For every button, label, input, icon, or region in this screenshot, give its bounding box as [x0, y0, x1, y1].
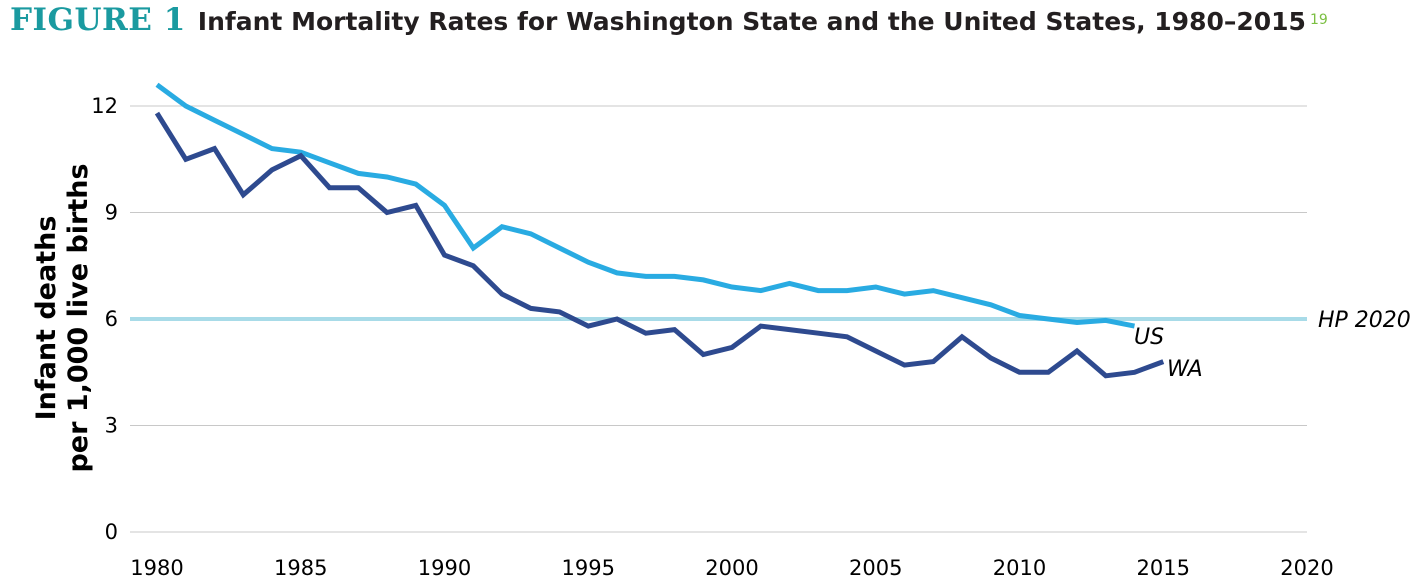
y-tick-label: 0: [105, 520, 118, 544]
series-line-us: [155, 82, 1135, 329]
y-tick-label: 9: [105, 201, 118, 225]
y-tick-label: 3: [105, 414, 118, 438]
y-tick-label: 6: [105, 307, 118, 331]
figure-header: FIGURE 1 Infant Mortality Rates for Washi…: [10, 2, 1328, 46]
series-label-wa: WA: [1167, 357, 1203, 382]
series-line-wa: [154, 111, 1165, 379]
x-tick-label: 2020: [1280, 556, 1333, 580]
y-tick-label: 12: [91, 94, 118, 118]
x-tick-label: 2005: [849, 556, 902, 580]
x-tick-label: 2010: [993, 556, 1046, 580]
series-label-us: US: [1134, 325, 1164, 350]
x-tick-label: 2015: [1137, 556, 1190, 580]
x-tick-label: 1985: [274, 556, 327, 580]
hp2020-label: HP 2020: [1318, 308, 1411, 333]
x-tick-label: 1995: [562, 556, 615, 580]
x-tick-label: 2000: [705, 556, 758, 580]
x-tick-label: 1980: [130, 556, 183, 580]
figure-label: FIGURE 1: [10, 2, 186, 38]
reference-number: 19: [1309, 11, 1328, 28]
x-tick-label: 1990: [418, 556, 471, 580]
figure-title: Infant Mortality Rates for Washington St…: [197, 7, 1306, 36]
